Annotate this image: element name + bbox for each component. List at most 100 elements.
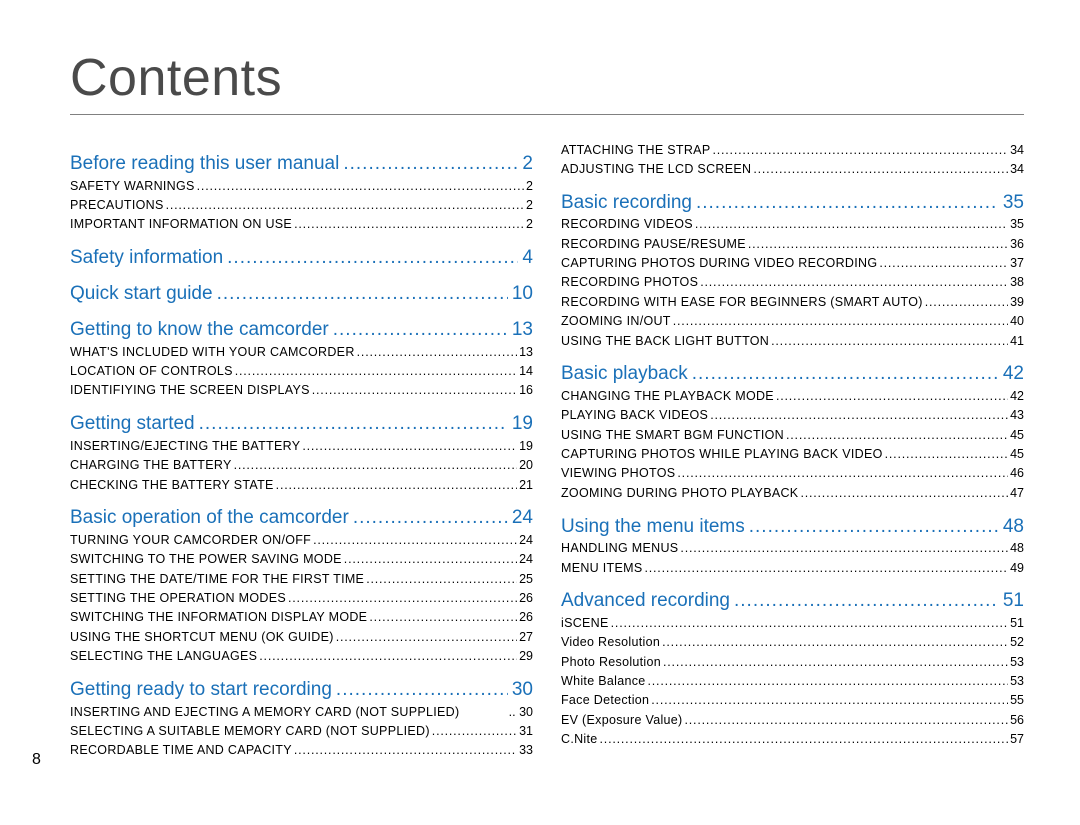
toc-sub-entry: EV (Exposure Value) 56 xyxy=(561,712,1024,729)
toc-page-number: 51 xyxy=(1003,590,1024,612)
toc-sub-entry: INSERTING AND EJECTING A MEMORY CARD (NO… xyxy=(70,704,533,721)
toc-page-number: 25 xyxy=(519,571,533,588)
dot-leader xyxy=(432,723,517,740)
toc-section: Safety information 4 xyxy=(70,247,533,269)
dot-leader xyxy=(259,648,517,665)
toc-page-number: 13 xyxy=(519,344,533,361)
toc-page-number: 45 xyxy=(1010,446,1024,463)
toc-sub-entry: WHAT'S INCLUDED WITH YOUR CAMCORDER 13 xyxy=(70,344,533,361)
dot-leader xyxy=(692,363,999,385)
dot-leader xyxy=(369,609,517,626)
dot-leader xyxy=(199,413,508,435)
toc-section-label: Safety information xyxy=(70,247,223,269)
toc-section: Getting ready to start recording 30 xyxy=(70,679,533,701)
toc-sub-entry: Photo Resolution 53 xyxy=(561,654,1024,671)
toc-section: Basic recording 35 xyxy=(561,192,1024,214)
toc-sub-entry: SWITCHING THE INFORMATION DISPLAY MODE 2… xyxy=(70,609,533,626)
toc-sub-entry: SETTING THE DATE/TIME FOR THE FIRST TIME… xyxy=(70,571,533,588)
toc-entry-label: White Balance xyxy=(561,673,646,690)
toc-sub-entry: IMPORTANT INFORMATION ON USE 2 xyxy=(70,216,533,233)
toc-section-label: Using the menu items xyxy=(561,516,745,538)
dot-leader xyxy=(748,236,1008,253)
toc-page-number: .. 30 xyxy=(509,704,533,721)
toc-page-number: 24 xyxy=(519,551,533,568)
dot-leader xyxy=(166,197,524,214)
toc-sub-entry: HANDLING MENUS 48 xyxy=(561,540,1024,557)
contents-page: Contents Before reading this user manual… xyxy=(0,0,1080,825)
toc-sub-entry: TURNING YOUR CAMCORDER ON/OFF 24 xyxy=(70,532,533,549)
toc-sub-entry: Face Detection 55 xyxy=(561,692,1024,709)
toc-section: Basic operation of the camcorder 24 xyxy=(70,507,533,529)
toc-sub-entry: INSERTING/EJECTING THE BATTERY 19 xyxy=(70,438,533,455)
toc-page-number: 19 xyxy=(519,438,533,455)
toc-entry-label: IDENTIFIYING THE SCREEN DISPLAYS xyxy=(70,382,310,399)
toc-page-number: 24 xyxy=(519,532,533,549)
toc-sub-entry: USING THE SHORTCUT MENU (OK GUIDE) 27 xyxy=(70,629,533,646)
toc-page-number: 36 xyxy=(1010,236,1024,253)
toc-sub-entry: iSCENE 51 xyxy=(561,615,1024,632)
toc-sub-entry: SWITCHING TO THE POWER SAVING MODE 24 xyxy=(70,551,533,568)
toc-entry-label: RECORDABLE TIME AND CAPACITY xyxy=(70,742,292,759)
toc-page-number: 55 xyxy=(1010,692,1024,709)
toc-page-number: 48 xyxy=(1010,540,1024,557)
toc-page-number: 38 xyxy=(1010,274,1024,291)
toc-sub-entry: ZOOMING DURING PHOTO PLAYBACK 47 xyxy=(561,485,1024,502)
dot-leader xyxy=(644,560,1008,577)
toc-page-number: 53 xyxy=(1010,654,1024,671)
toc-sub-entry: LOCATION OF CONTROLS 14 xyxy=(70,363,533,380)
toc-page-number: 42 xyxy=(1010,388,1024,405)
toc-sub-entry: RECORDING PHOTOS 38 xyxy=(561,274,1024,291)
dot-leader xyxy=(234,457,518,474)
toc-section: Advanced recording 51 xyxy=(561,590,1024,612)
dot-leader xyxy=(673,313,1008,330)
page-number: 8 xyxy=(32,751,41,769)
toc-entry-label: SELECTING THE LANGUAGES xyxy=(70,648,257,665)
dot-leader xyxy=(600,731,1009,748)
dot-leader xyxy=(677,465,1008,482)
toc-entry-label: LOCATION OF CONTROLS xyxy=(70,363,233,380)
toc-sub-entry: SAFETY WARNINGS 2 xyxy=(70,178,533,195)
toc-page-number: 2 xyxy=(522,153,533,175)
toc-sub-entry: RECORDING VIDEOS 35 xyxy=(561,216,1024,233)
toc-page-number: 53 xyxy=(1010,673,1024,690)
dot-leader xyxy=(696,192,999,214)
toc-sub-entry: RECORDING WITH EASE FOR BEGINNERS (SMART… xyxy=(561,294,1024,311)
dot-leader xyxy=(662,634,1008,651)
toc-sub-entry: SELECTING THE LANGUAGES 29 xyxy=(70,648,533,665)
toc-entry-label: WHAT'S INCLUDED WITH YOUR CAMCORDER xyxy=(70,344,355,361)
toc-page-number: 43 xyxy=(1010,407,1024,424)
toc-page-number: 47 xyxy=(1010,485,1024,502)
dot-leader xyxy=(217,283,508,305)
toc-section-label: Basic playback xyxy=(561,363,688,385)
toc-page-number: 26 xyxy=(519,590,533,607)
toc-page-number: 2 xyxy=(526,178,533,195)
toc-entry-label: Face Detection xyxy=(561,692,649,709)
toc-sub-entry: CAPTURING PHOTOS WHILE PLAYING BACK VIDE… xyxy=(561,446,1024,463)
dot-leader xyxy=(302,438,517,455)
toc-entry-label: CAPTURING PHOTOS DURING VIDEO RECORDING xyxy=(561,255,877,272)
dot-leader xyxy=(357,344,517,361)
toc-sub-entry: CHECKING THE BATTERY STATE 21 xyxy=(70,477,533,494)
toc-entry-label: USING THE SMART BGM FUNCTION xyxy=(561,427,784,444)
dot-leader xyxy=(227,247,518,269)
toc-sub-entry: ADJUSTING THE LCD SCREEN 34 xyxy=(561,161,1024,178)
toc-entry-label: SETTING THE DATE/TIME FOR THE FIRST TIME xyxy=(70,571,364,588)
toc-page-number: 2 xyxy=(526,216,533,233)
toc-entry-label: INSERTING AND EJECTING A MEMORY CARD (NO… xyxy=(70,704,459,721)
toc-section: Using the menu items 48 xyxy=(561,516,1024,538)
toc-sub-entry: CHARGING THE BATTERY 20 xyxy=(70,457,533,474)
toc-section-label: Quick start guide xyxy=(70,283,213,305)
toc-page-number: 26 xyxy=(519,609,533,626)
toc-entry-label: RECORDING PAUSE/RESUME xyxy=(561,236,746,253)
toc-entry-label: SWITCHING TO THE POWER SAVING MODE xyxy=(70,551,342,568)
dot-leader xyxy=(710,407,1008,424)
toc-sub-entry: VIEWING PHOTOS 46 xyxy=(561,465,1024,482)
toc-page-number: 52 xyxy=(1010,634,1024,651)
toc-entry-label: CHANGING THE PLAYBACK MODE xyxy=(561,388,774,405)
dot-leader xyxy=(651,692,1008,709)
dot-leader xyxy=(685,712,1009,729)
toc-sub-entry: MENU ITEMS 49 xyxy=(561,560,1024,577)
toc-sub-entry: CHANGING THE PLAYBACK MODE 42 xyxy=(561,388,1024,405)
toc-entry-label: IMPORTANT INFORMATION ON USE xyxy=(70,216,292,233)
toc-entry-label: SELECTING A SUITABLE MEMORY CARD (NOT SU… xyxy=(70,723,430,740)
